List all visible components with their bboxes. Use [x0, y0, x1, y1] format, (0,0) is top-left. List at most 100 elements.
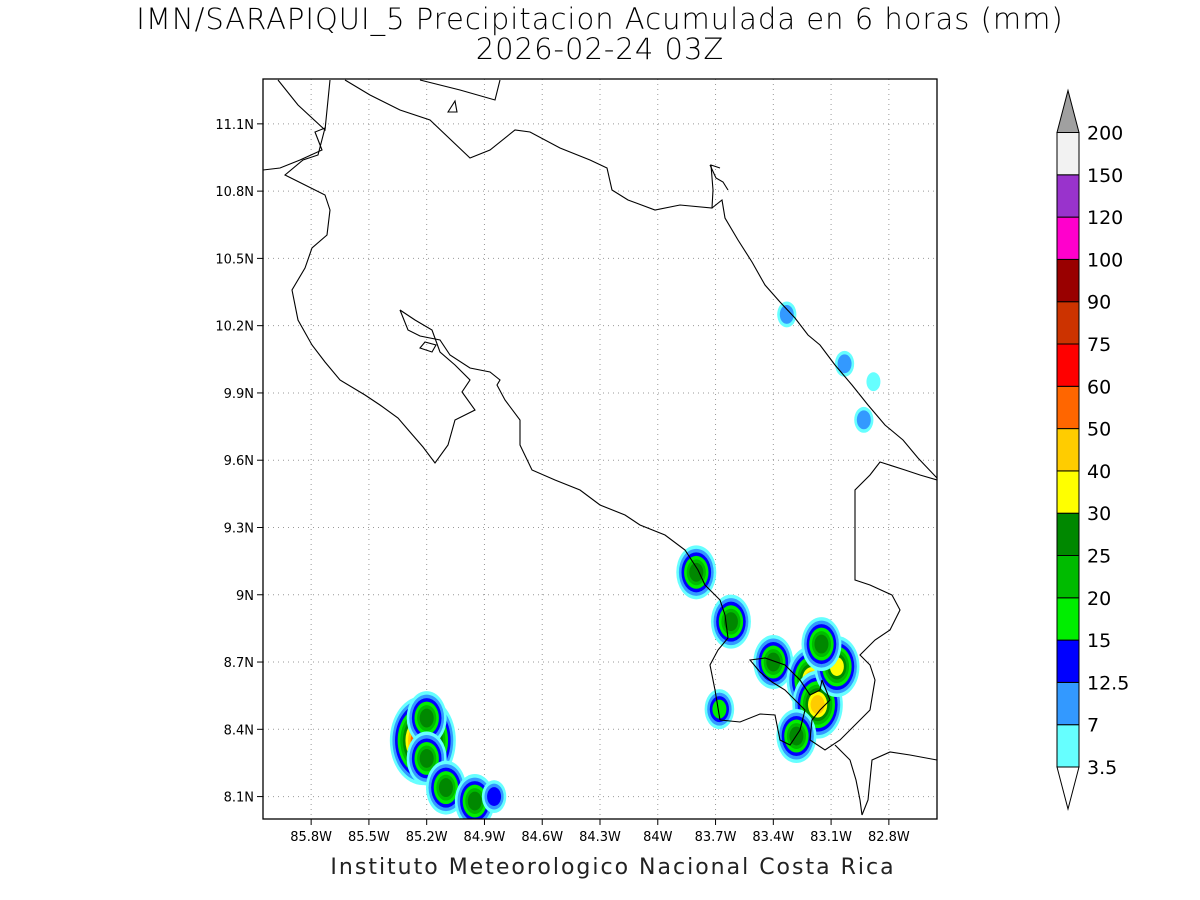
y-tick-label: 9N [236, 589, 254, 604]
x-tick-label: 82.8W [868, 830, 910, 845]
x-tick-label: 83.4W [752, 830, 794, 845]
precip-contour [810, 695, 825, 715]
precipitation-field [389, 301, 881, 819]
colorbar-label: 50 [1087, 419, 1111, 441]
x-tick-label: 84.3W [579, 830, 621, 845]
x-tick-label: 84.9W [464, 830, 506, 845]
colorbar-segment [1056, 681, 1080, 726]
precip-cell [854, 406, 874, 433]
precip-contour [467, 791, 482, 811]
colorbar-label: 15 [1087, 630, 1111, 652]
colorbar-segment [1056, 258, 1080, 303]
colorbar-segment [1056, 639, 1080, 683]
y-tick-label: 9.6N [224, 454, 254, 469]
precip-cell [704, 689, 735, 730]
gulf-nicoya-coast [399, 309, 729, 721]
colorbar-lower-arrow [1056, 766, 1080, 811]
credit-line: Instituto Meteorologico Nacional Costa R… [330, 855, 896, 880]
colorbar-label: 100 [1087, 249, 1123, 271]
precip-contour [419, 708, 434, 728]
osa-peninsula [719, 657, 823, 746]
precip-contour [814, 634, 829, 654]
lake-shore [277, 79, 331, 132]
colorbar-segment [1056, 470, 1080, 514]
colorbar: 3.5 7 12.5 15 20 25 30 40 50 60 75 90 100 120 150 200 [1056, 88, 1129, 811]
colorbar-segment [1056, 597, 1080, 641]
precip-contour [723, 612, 738, 632]
x-tick-label: 84W [643, 830, 673, 845]
precip-contour [866, 372, 881, 392]
panama-border [861, 751, 937, 816]
precip-contour [837, 354, 852, 374]
precip-cell [454, 774, 495, 819]
precip-cell [801, 617, 842, 672]
rio-san-juan [419, 79, 501, 101]
colorbar-segment [1056, 512, 1080, 557]
pacific-coast-north [263, 127, 476, 464]
x-tick-label: 85.2W [406, 830, 448, 845]
precip-cell [834, 350, 855, 377]
precip-cell [753, 635, 794, 690]
colorbar-segment [1056, 385, 1080, 430]
map-timestamp: 2026-02-24 03Z [475, 32, 725, 66]
colorbar-label: 7 [1087, 715, 1099, 737]
colorbar-segment [1056, 132, 1080, 176]
map-gridlines [263, 79, 937, 819]
nicaragua-border [344, 79, 721, 211]
precip-cell [710, 594, 751, 649]
x-tick-label: 84.6W [521, 830, 563, 845]
precip-cell [866, 372, 881, 392]
colorbar-label: 90 [1087, 292, 1111, 314]
precip-contour [419, 749, 434, 768]
golfo-dulce-coast [809, 461, 937, 751]
colorbar-segment [1056, 555, 1080, 599]
y-tick-label: 10.2N [215, 320, 254, 335]
x-tick-label: 83.1W [810, 830, 852, 845]
y-tick-label: 9.9N [224, 387, 254, 402]
colorbar-label: 40 [1087, 461, 1111, 483]
caribbean-coast [711, 198, 937, 479]
caribbean-notch [709, 164, 729, 191]
colorbar-segment [1056, 301, 1080, 345]
precip-cell [406, 691, 447, 746]
y-tick-label: 10.5N [215, 252, 254, 267]
precip-contour [779, 305, 794, 324]
colorbar-label: 3.5 [1087, 757, 1117, 779]
precip-contour [689, 562, 704, 582]
precip-contour [487, 787, 502, 807]
x-tick-label: 85.8W [290, 830, 332, 845]
coastline-borders [263, 79, 937, 816]
lake-island [446, 99, 458, 113]
y-tick-label: 8.1N [224, 791, 254, 806]
precip-contour [712, 699, 727, 719]
colorbar-segment [1056, 216, 1080, 260]
y-tick-label: 11.1N [215, 118, 254, 133]
y-tick-label: 9.3N [224, 521, 254, 536]
colorbar-segment [1056, 428, 1080, 472]
map-title: IMN/SARAPIQUI_5 Precipitacion Acumulada … [136, 2, 1064, 36]
precip-cell [777, 301, 797, 328]
y-tick-label: 8.4N [224, 723, 254, 738]
colorbar-label: 200 [1087, 123, 1123, 145]
colorbar-label: 60 [1087, 376, 1111, 398]
x-tick-label: 83.7W [695, 830, 737, 845]
colorbar-label: 120 [1087, 207, 1123, 229]
chira-island [419, 341, 437, 353]
colorbar-label: 20 [1087, 588, 1111, 610]
y-tick-label: 8.7N [224, 656, 254, 671]
colorbar-label: 150 [1087, 165, 1123, 187]
colorbar-segment [1056, 724, 1080, 768]
precip-cell [481, 780, 507, 814]
colorbar-label: 30 [1087, 503, 1111, 525]
colorbar-segment [1056, 343, 1080, 387]
precip-contour [438, 778, 453, 798]
x-tick-label: 85.5W [348, 830, 390, 845]
colorbar-label: 75 [1087, 334, 1111, 356]
y-tick-label: 10.8N [215, 185, 254, 200]
colorbar-label: 12.5 [1087, 672, 1129, 694]
colorbar-segment [1056, 174, 1080, 218]
precip-cell [676, 545, 717, 600]
axis-ticks: 85.8W 85.5W 85.2W 84.9W 84.6W 84.3W 84W 83.7W 83… [215, 118, 910, 845]
colorbar-upper-arrow [1056, 88, 1080, 133]
